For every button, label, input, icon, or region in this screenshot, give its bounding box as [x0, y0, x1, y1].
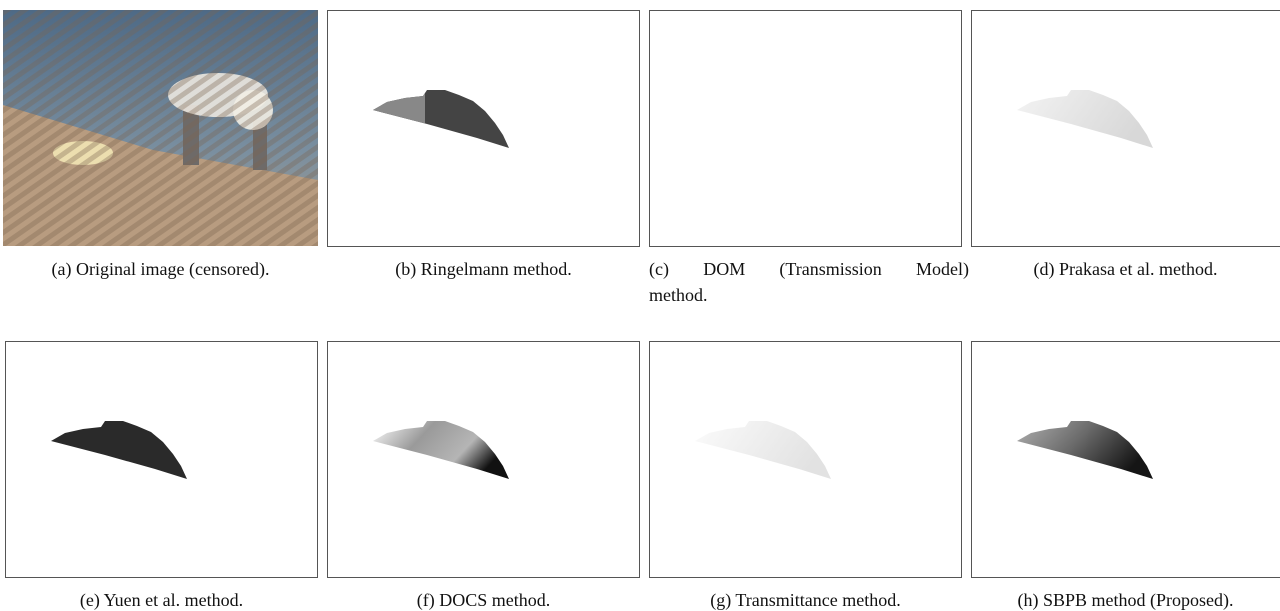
panel-h-image	[972, 342, 1280, 578]
caption: (h) SBPB method (Proposed).	[971, 587, 1280, 611]
caption: (c) DOM (Transmission Model) method.	[649, 256, 969, 308]
panel-b-image	[328, 11, 640, 247]
caption: (e) Yuen et al. method.	[5, 587, 318, 611]
caption: (b) Ringelmann method.	[327, 256, 640, 282]
panels	[0, 0, 1280, 611]
panel-g-image	[650, 342, 962, 578]
figure: (a) Original image (censored). (b) Ringe…	[0, 0, 1280, 611]
caption: (f) DOCS method.	[327, 587, 640, 611]
caption: (d) Prakasa et al. method.	[971, 256, 1280, 282]
panel-c-image	[650, 11, 962, 247]
caption: (a) Original image (censored).	[3, 256, 318, 282]
caption: (g) Transmittance method.	[649, 587, 962, 611]
panel-d-image	[972, 11, 1280, 247]
panel-e-image	[6, 342, 318, 578]
panel-f-image	[328, 342, 640, 578]
panel-a-image	[3, 10, 318, 246]
